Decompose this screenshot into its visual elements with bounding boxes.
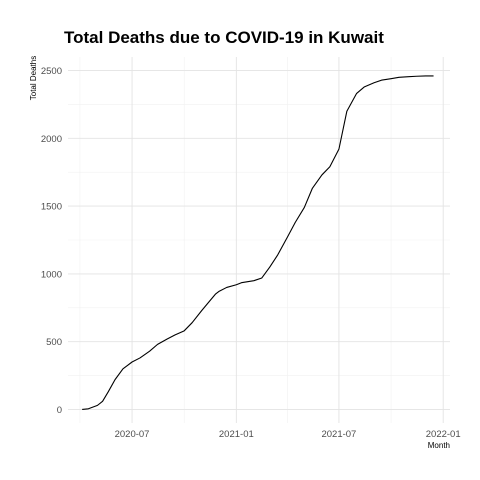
y-axis-tick-labels: 0 500 1000 1500 2000 2500	[41, 66, 62, 416]
minor-gridlines	[68, 57, 450, 423]
x-tick-label: 2021-07	[321, 429, 356, 440]
x-tick-label: 2020-07	[115, 429, 150, 440]
y-axis-label: Total Deaths	[29, 56, 38, 100]
x-axis-label: Month	[428, 441, 450, 450]
y-tick-label: 0	[57, 405, 62, 416]
major-gridlines	[68, 57, 450, 423]
x-axis-tick-labels: 2020-07 2021-01 2021-07 2022-01	[115, 429, 461, 440]
y-tick-label: 2500	[41, 66, 62, 77]
y-tick-label: 1500	[41, 202, 62, 213]
series-line-total-deaths	[82, 75, 434, 410]
x-tick-label: 2022-01	[426, 429, 461, 440]
y-tick-label: 2000	[41, 134, 62, 145]
chart-title: Total Deaths due to COVID-19 in Kuwait	[64, 28, 384, 47]
y-tick-label: 500	[46, 337, 62, 348]
y-tick-label: 1000	[41, 269, 62, 280]
x-tick-label: 2021-01	[219, 429, 254, 440]
